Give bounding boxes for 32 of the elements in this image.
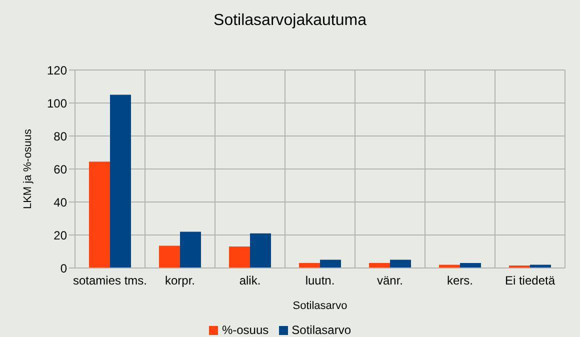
bar — [439, 264, 460, 268]
x-tick-label: vänr. — [376, 274, 404, 288]
bar — [89, 162, 110, 268]
x-axis-title: Sotilasarvo — [292, 300, 348, 312]
x-tick-label: alik. — [239, 274, 261, 288]
bar — [250, 233, 271, 268]
bar — [299, 263, 320, 268]
y-axis-title: LKM ja %-osuus — [22, 128, 34, 210]
bar — [320, 260, 341, 268]
x-tick-label: kers. — [446, 274, 474, 288]
bar — [530, 264, 551, 268]
x-tick-label: Ei tiedetä — [504, 274, 556, 288]
bar — [110, 94, 131, 268]
y-tick-label: 60 — [54, 162, 68, 176]
y-tick-label: 0 — [60, 261, 68, 276]
bar — [390, 260, 411, 268]
y-tick-label: 80 — [54, 129, 68, 144]
bar — [229, 246, 250, 268]
y-tick-label: 100 — [46, 96, 68, 110]
bar — [369, 263, 390, 268]
chart-title: Sotilasarvojakautuma — [212, 12, 368, 30]
y-tick-label: 120 — [46, 63, 68, 78]
x-tick-label: korpr. — [164, 274, 196, 288]
x-tick-label: sotamies tms. — [72, 274, 148, 288]
bar — [460, 263, 481, 268]
legend-label: Sotilasarvo — [292, 323, 352, 337]
y-tick-label: 20 — [54, 228, 68, 242]
bar — [159, 246, 180, 268]
y-tick-label: 40 — [54, 195, 68, 210]
legend-label: %-osuus — [222, 323, 269, 337]
x-tick-label: luutn. — [305, 274, 335, 288]
bar — [180, 232, 201, 268]
